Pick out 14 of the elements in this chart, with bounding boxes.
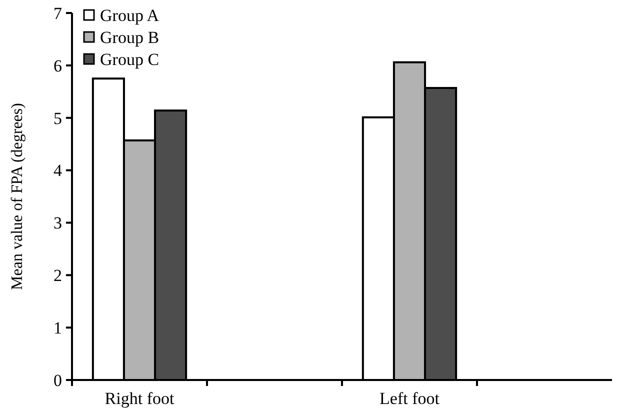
x-tick-label: Right foot — [104, 389, 174, 408]
y-axis-title: Mean value of FPA (degrees) — [9, 103, 26, 290]
y-tick-label: 6 — [54, 56, 62, 76]
y-tick-label: 2 — [54, 266, 62, 286]
y-tick-label: 5 — [54, 108, 62, 128]
y-tick-label: 0 — [54, 370, 62, 390]
x-tick-label: Left foot — [380, 389, 440, 408]
y-tick-label: 1 — [54, 318, 62, 338]
y-tick-label: 4 — [54, 161, 62, 180]
y-tick-label: 7 — [54, 4, 62, 23]
y-tick-label: 3 — [54, 214, 62, 233]
legend-label: Group A — [100, 6, 160, 25]
legend-label: Group C — [100, 50, 160, 69]
legend-label: Group B — [100, 28, 160, 47]
